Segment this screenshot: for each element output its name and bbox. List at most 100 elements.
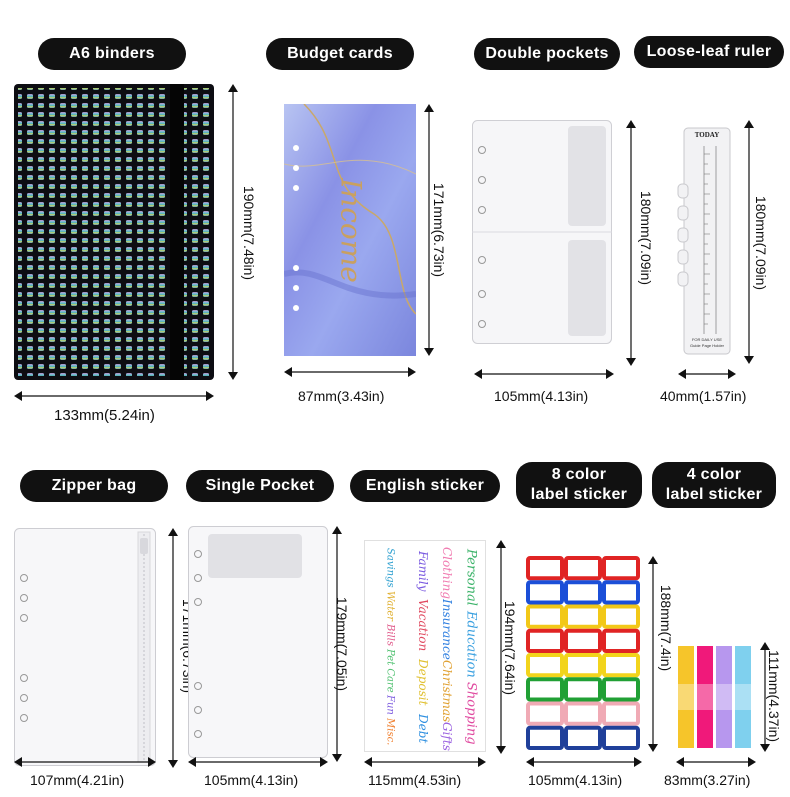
sticker-word: Bills — [384, 623, 396, 646]
label4-tab — [716, 646, 732, 748]
label4-tab-sheen — [678, 684, 694, 710]
label8-cell — [526, 556, 564, 581]
sticker-word: Misc. — [384, 718, 396, 746]
color8-height-text: 188mm(7.4in) — [658, 584, 674, 672]
loose-leaf-ruler-label: Loose-leaf ruler — [634, 36, 784, 68]
single-height-arrow — [330, 526, 344, 762]
sticker-word: Christmas — [440, 659, 454, 722]
color4-line1: 4 color — [686, 466, 742, 483]
label4-tab-sheen — [716, 684, 732, 710]
card-height-arrow — [422, 104, 436, 356]
color4-sticker-label: 4 color label sticker — [652, 462, 776, 508]
color4-height-text: 111mm(4.37in) — [766, 649, 782, 743]
label8-cell — [526, 580, 564, 605]
color8-height-arrow — [646, 556, 660, 752]
sticker-word: Debt — [416, 713, 430, 744]
sticker-word: Savings — [384, 548, 396, 589]
color4-width-text: 83mm(3.27in) — [664, 772, 751, 788]
ruler-width-arrow — [678, 368, 736, 380]
label8-cell — [564, 628, 602, 653]
label8-cell — [564, 677, 602, 702]
sticker-word: Family — [416, 550, 430, 592]
binder-width-text: 133mm(5.24in) — [54, 407, 155, 424]
ruler-height-arrow — [742, 120, 756, 364]
color4-height-arrow — [758, 642, 772, 752]
english-sticker-image: Personal Education Shopping Clothing Ins… — [364, 540, 486, 752]
zipper-width-arrow — [14, 756, 156, 768]
english-height-text: 194mm(7.64in) — [502, 600, 518, 696]
label8-cell — [564, 556, 602, 581]
double-pockets-image — [472, 120, 612, 344]
color8-width-text: 105mm(4.13in) — [528, 772, 623, 788]
zipper-bag-label: Zipper bag — [20, 470, 168, 502]
single-width-text: 105mm(4.13in) — [204, 772, 299, 788]
budget-card-image: Income — [284, 104, 416, 356]
color8-line2: label sticker — [530, 486, 628, 503]
english-width-text: 115mm(4.53in) — [368, 772, 462, 788]
label8-cell — [602, 580, 640, 605]
label8-cell — [602, 604, 640, 629]
binder-height-text: 190mm(7.48in) — [241, 185, 257, 281]
sticker-word: Clothing — [440, 547, 454, 600]
label8-cell — [602, 701, 640, 726]
single-height-text: 179mm(7.05in) — [334, 596, 350, 692]
label8-cell — [564, 701, 602, 726]
sticker-column-2: Clothing Insurance Christmas Gifts — [437, 547, 457, 751]
color8-sticker-image — [526, 556, 642, 750]
double-height-arrow — [624, 120, 638, 366]
label8-cell — [564, 604, 602, 629]
label8-cell — [564, 653, 602, 678]
label8-cell — [526, 725, 564, 750]
label8-cell — [526, 653, 564, 678]
label8-cell — [564, 580, 602, 605]
color8-line1: 8 color — [551, 466, 607, 483]
sticker-word: Insurance — [440, 599, 454, 660]
double-width-arrow — [474, 368, 614, 380]
label8-cell — [526, 628, 564, 653]
double-width-text: 105mm(4.13in) — [494, 388, 589, 404]
loose-leaf-ruler-image: TODAY FOR DAILY USE Guide Page Holder — [676, 124, 738, 358]
single-width-arrow — [188, 756, 328, 768]
zipper-width-text: 107mm(4.21in) — [30, 772, 125, 788]
label8-cell — [526, 677, 564, 702]
binder-height-arrow — [226, 84, 240, 380]
sticker-word: Shopping — [463, 682, 479, 745]
a6-binders-label: A6 binders — [38, 38, 186, 70]
label4-tab-sheen — [697, 684, 713, 710]
label8-cell — [526, 701, 564, 726]
label4-tab-sheen — [735, 684, 751, 710]
sticker-column-4: Savings Water Bills Pet Care Fun Misc. — [369, 547, 411, 747]
label8-cell — [602, 677, 640, 702]
sticker-word: Water — [384, 590, 396, 622]
sticker-word: Fun — [384, 695, 396, 716]
sticker-word: Pet Care — [384, 648, 396, 693]
card-width-text: 87mm(3.43in) — [298, 388, 385, 404]
label8-cell — [602, 725, 640, 750]
label8-cell — [602, 628, 640, 653]
label8-cell — [602, 556, 640, 581]
sticker-word: Vacation — [416, 599, 430, 652]
sticker-word: Education — [463, 610, 479, 678]
ruler-bottom-text-1: FOR DAILY USE — [691, 337, 723, 342]
single-pocket-label: Single Pocket — [186, 470, 334, 502]
ruler-height-text: 180mm(7.09in) — [753, 195, 769, 291]
zipper-bag-image — [14, 528, 156, 766]
card-width-arrow — [284, 366, 416, 378]
sticker-word: Deposit — [416, 659, 430, 706]
zipper-height-arrow — [166, 528, 180, 768]
label8-cell — [602, 653, 640, 678]
sticker-word: Gifts — [440, 722, 454, 751]
sticker-column-3: Family Vacation Deposit Debt — [413, 547, 433, 747]
color4-line2: label sticker — [665, 486, 763, 503]
color8-width-arrow — [526, 756, 642, 768]
card-height-text: 171mm(6.73in) — [431, 182, 447, 278]
english-height-arrow — [494, 540, 508, 754]
ruler-width-text: 40mm(1.57in) — [660, 388, 747, 404]
double-pockets-label: Double pockets — [474, 38, 620, 70]
single-pocket-image — [188, 526, 328, 758]
color8-sticker-label: 8 color label sticker — [516, 462, 642, 508]
ruler-top-text: TODAY — [694, 131, 720, 139]
binder-width-arrow — [14, 390, 214, 402]
budget-cards-label: Budget cards — [266, 38, 414, 70]
label4-tab — [735, 646, 751, 748]
